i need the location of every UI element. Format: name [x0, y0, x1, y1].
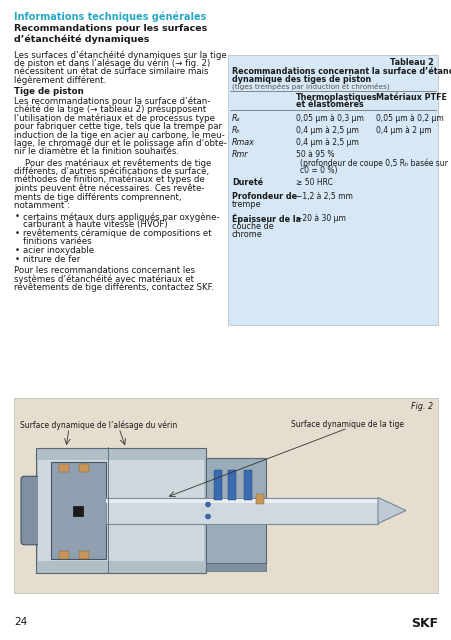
Text: Pour les recommandations concernant les: Pour les recommandations concernant les: [14, 266, 195, 275]
Text: ments de tige différents comprennent,: ments de tige différents comprennent,: [14, 192, 181, 202]
Text: et élastomères: et élastomères: [295, 100, 363, 109]
Bar: [106, 499, 377, 502]
Text: Profondeur de: Profondeur de: [231, 192, 296, 201]
Text: couche de: couche de: [231, 222, 273, 231]
Bar: [74, 506, 83, 515]
Text: Recommandations pour les surfaces
d’étanchéité dynamiques: Recommandations pour les surfaces d’étan…: [14, 24, 207, 44]
Text: nécessitent un état de surface similaire mais: nécessitent un état de surface similaire…: [14, 67, 208, 76]
Text: trempe: trempe: [231, 200, 261, 209]
Text: finitions variées: finitions variées: [23, 237, 92, 246]
Bar: [244, 470, 252, 499]
Circle shape: [205, 514, 210, 519]
Text: (tiges trempées par induction et chromées): (tiges trempées par induction et chromée…: [231, 83, 389, 90]
Text: pour fabriquer cette tige, tels que la trempe par: pour fabriquer cette tige, tels que la t…: [14, 122, 221, 131]
Bar: [59, 464, 69, 472]
Text: Tige de piston: Tige de piston: [14, 87, 83, 96]
FancyBboxPatch shape: [14, 398, 437, 593]
Text: •: •: [15, 229, 20, 238]
Text: méthodes de finition, matériaux et types de: méthodes de finition, matériaux et types…: [14, 175, 204, 184]
Text: Dureté: Dureté: [231, 178, 262, 187]
Polygon shape: [377, 497, 405, 524]
Text: Les recommandations pour la surface d’étan-: Les recommandations pour la surface d’ét…: [14, 97, 210, 106]
Text: Pour des matériaux et revêtements de tige: Pour des matériaux et revêtements de tig…: [14, 158, 211, 168]
Text: Surface dynamique de la tige: Surface dynamique de la tige: [291, 420, 404, 429]
Text: acier inoxydable: acier inoxydable: [23, 246, 94, 255]
Text: revêtements de tige différents, contactez SKF.: revêtements de tige différents, contacte…: [14, 283, 213, 292]
Bar: [227, 470, 235, 499]
Circle shape: [205, 502, 210, 507]
Text: Matériaux PTFE: Matériaux PTFE: [375, 93, 446, 102]
Text: notamment :: notamment :: [14, 200, 70, 209]
Text: induction de la tige en acier au carbone, le meu-: induction de la tige en acier au carbone…: [14, 131, 224, 140]
Text: Rmr: Rmr: [231, 150, 248, 159]
Text: •: •: [15, 255, 20, 264]
Bar: [213, 470, 221, 499]
Text: •: •: [15, 246, 20, 255]
Text: revêtements céramique de compositions et: revêtements céramique de compositions et: [23, 229, 211, 239]
Text: ≥ 50 HRC: ≥ 50 HRC: [295, 178, 332, 187]
Text: de piston et dans l’alésage du vérin (→ fig. 2): de piston et dans l’alésage du vérin (→ …: [14, 58, 210, 68]
Bar: [38, 460, 203, 561]
Text: 0,05 μm à 0,3 μm: 0,05 μm à 0,3 μm: [295, 114, 363, 123]
Bar: [255, 493, 263, 504]
Text: Fig. 2: Fig. 2: [410, 402, 432, 411]
Text: (profondeur de coupe 0,5 Rₕ basée sur: (profondeur de coupe 0,5 Rₕ basée sur: [299, 158, 447, 168]
Bar: [206, 563, 265, 571]
Text: SKF: SKF: [410, 617, 437, 630]
Bar: [36, 448, 206, 573]
Text: nir le diamètre et la finition souhaités.: nir le diamètre et la finition souhaités…: [14, 147, 179, 157]
Text: dynamique des tiges de piston: dynamique des tiges de piston: [231, 75, 370, 84]
Text: 0,4 μm à 2 μm: 0,4 μm à 2 μm: [375, 126, 431, 135]
Text: nitrure de fer: nitrure de fer: [23, 255, 80, 264]
Text: Rmax: Rmax: [231, 138, 254, 147]
Text: chrome: chrome: [231, 230, 262, 239]
Text: 0,05 μm à 0,2 μm: 0,05 μm à 0,2 μm: [375, 114, 443, 123]
Text: Tableau 2: Tableau 2: [389, 58, 433, 67]
Text: c0 = 0 %): c0 = 0 %): [299, 166, 337, 175]
Bar: [106, 497, 377, 524]
Bar: [51, 462, 106, 559]
Text: Épaisseur de la: Épaisseur de la: [231, 214, 300, 225]
Text: Informations techniques générales: Informations techniques générales: [14, 12, 206, 22]
Text: Les surfaces d’étanchéité dynamiques sur la tige: Les surfaces d’étanchéité dynamiques sur…: [14, 50, 226, 60]
Text: lage, le chromage dur et le polissage afin d’obte-: lage, le chromage dur et le polissage af…: [14, 139, 226, 148]
Text: légèrement différent.: légèrement différent.: [14, 76, 106, 85]
Bar: [206, 458, 265, 563]
Text: systèmes d’étanchéité avec matériaux et: systèmes d’étanchéité avec matériaux et: [14, 275, 193, 284]
Text: 50 à 95 %: 50 à 95 %: [295, 150, 334, 159]
Text: −1,2 à 2,5 mm: −1,2 à 2,5 mm: [295, 192, 352, 201]
Text: chéité de la tige (→ tableau 2) présupposent: chéité de la tige (→ tableau 2) présuppo…: [14, 105, 206, 115]
Bar: [79, 551, 89, 559]
Text: certains métaux durs appliqués par oxygène-: certains métaux durs appliqués par oxygè…: [23, 212, 219, 221]
Text: Rₕ: Rₕ: [231, 126, 240, 135]
Bar: [79, 464, 89, 472]
Text: Rₐ: Rₐ: [231, 114, 240, 123]
Text: joints peuvent être nécessaires. Ces revête-: joints peuvent être nécessaires. Ces rev…: [14, 184, 204, 193]
Text: −20 à 30 μm: −20 à 30 μm: [295, 214, 345, 223]
Text: •: •: [15, 212, 20, 221]
Text: Thermoplastiques: Thermoplastiques: [295, 93, 377, 102]
Text: 24: 24: [14, 617, 27, 627]
Text: carburant à haute vitesse (HVOF): carburant à haute vitesse (HVOF): [23, 221, 167, 230]
Text: Surface dynamique de l’alésage du vérin: Surface dynamique de l’alésage du vérin: [20, 420, 177, 429]
Bar: [59, 551, 69, 559]
Text: 0,4 μm à 2,5 μm: 0,4 μm à 2,5 μm: [295, 138, 358, 147]
FancyBboxPatch shape: [227, 55, 437, 325]
FancyBboxPatch shape: [21, 476, 41, 545]
Text: différents, d’autres spécifications de surface,: différents, d’autres spécifications de s…: [14, 166, 209, 176]
Text: 0,4 μm à 2,5 μm: 0,4 μm à 2,5 μm: [295, 126, 358, 135]
Text: l’utilisation de matériaux et de processus type: l’utilisation de matériaux et de process…: [14, 113, 215, 123]
Text: Recommandations concernant la surface d’étanchéité: Recommandations concernant la surface d’…: [231, 67, 451, 76]
